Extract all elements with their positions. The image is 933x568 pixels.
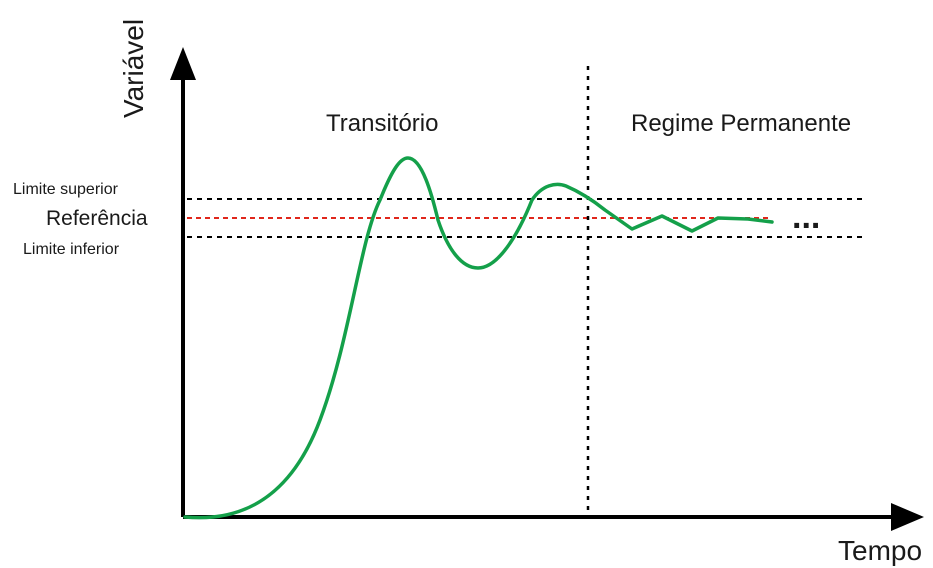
upper-limit-label: Limite superior xyxy=(13,181,119,198)
y-axis-label: Variável xyxy=(118,19,149,118)
x-axis-label: Tempo xyxy=(838,535,922,566)
region-steady-label: Regime Permanente xyxy=(631,110,851,137)
y-axis-arrowhead xyxy=(170,47,196,80)
reference-label: Referência xyxy=(46,207,148,230)
axes xyxy=(170,47,924,531)
continuation-ellipsis: ... xyxy=(792,198,820,236)
region-transient-label: Transitório xyxy=(326,110,438,137)
response-curve xyxy=(183,156,774,520)
lower-limit-label: Limite inferior xyxy=(23,241,120,258)
x-axis-arrowhead xyxy=(891,503,924,531)
